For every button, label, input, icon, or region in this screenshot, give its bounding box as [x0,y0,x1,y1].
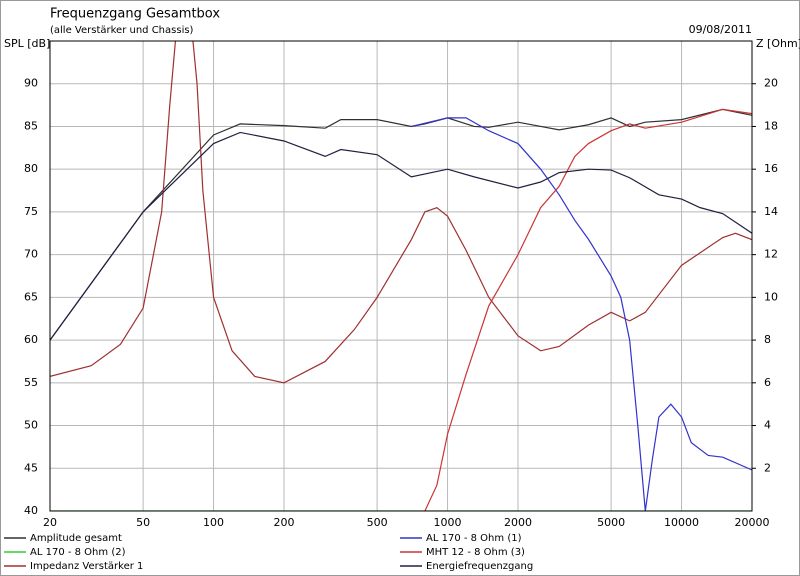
y2-tick-label: 16 [764,162,778,175]
x-tick-label: 10000 [664,516,699,529]
chart-subtitle: (alle Verstärker und Chassis) [50,25,194,36]
legend-label: Amplitude gesamt [30,533,122,544]
y2-tick-label: 4 [764,419,771,432]
y2-tick-label: 6 [764,376,771,389]
y-axis-label: SPL [dB] [4,37,50,50]
date: 09/08/2011 [689,23,752,36]
legend-label: AL 170 - 8 Ohm (2) [30,547,126,558]
y-tick-label: 45 [24,461,38,474]
chart-title: Frequenzgang Gesamtbox [50,7,220,22]
y-tick-label: 85 [24,119,38,132]
y2-tick-label: 18 [764,119,778,132]
series-line [411,117,752,511]
y-tick-label: 50 [24,419,38,432]
y-tick-label: 80 [24,162,38,175]
y-tick-label: 75 [24,205,38,218]
y-tick-label: 40 [24,504,38,517]
y-tick-label: 55 [24,376,38,389]
series-line [50,41,752,384]
x-tick-label: 20000 [735,516,770,529]
x-tick-label: 1000 [434,516,462,529]
y2-tick-label: 10 [764,290,778,303]
legend-label: MHT 12 - 8 Ohm (3) [426,547,525,558]
y-tick-label: 90 [24,77,38,90]
y-tick-label: 70 [24,248,38,261]
plot-lines [50,41,752,511]
legend: Amplitude gesamt AL 170 - 8 Ohm (2) Impeda… [4,533,533,572]
legend-label: Impedanz Verstärker 1 [30,561,143,572]
y2-tick-label: 14 [764,205,778,218]
y2-tick-label: 2 [764,461,771,474]
y-tick-label: 65 [24,290,38,303]
y2-axis-label: Z [Ohm] [756,37,800,50]
x-tick-label: 500 [367,516,388,529]
x-tick-label: 100 [203,516,224,529]
x-tick-label: 200 [274,516,295,529]
plot-border [49,40,753,512]
series-line [50,131,752,341]
y2-tick-label: 8 [764,333,771,346]
series-line [50,108,752,341]
legend-label: Energiefrequenzgang [426,561,533,572]
legend-label: AL 170 - 8 Ohm (1) [426,533,522,544]
y-tick-label: 60 [24,333,38,346]
x-tick-label: 5000 [597,516,625,529]
y2-tick-label: 12 [764,248,778,261]
x-tick-label: 2000 [504,516,532,529]
x-tick-label: 50 [136,516,150,529]
y2-tick-label: 20 [764,77,778,90]
x-tick-label: 20 [43,516,57,529]
